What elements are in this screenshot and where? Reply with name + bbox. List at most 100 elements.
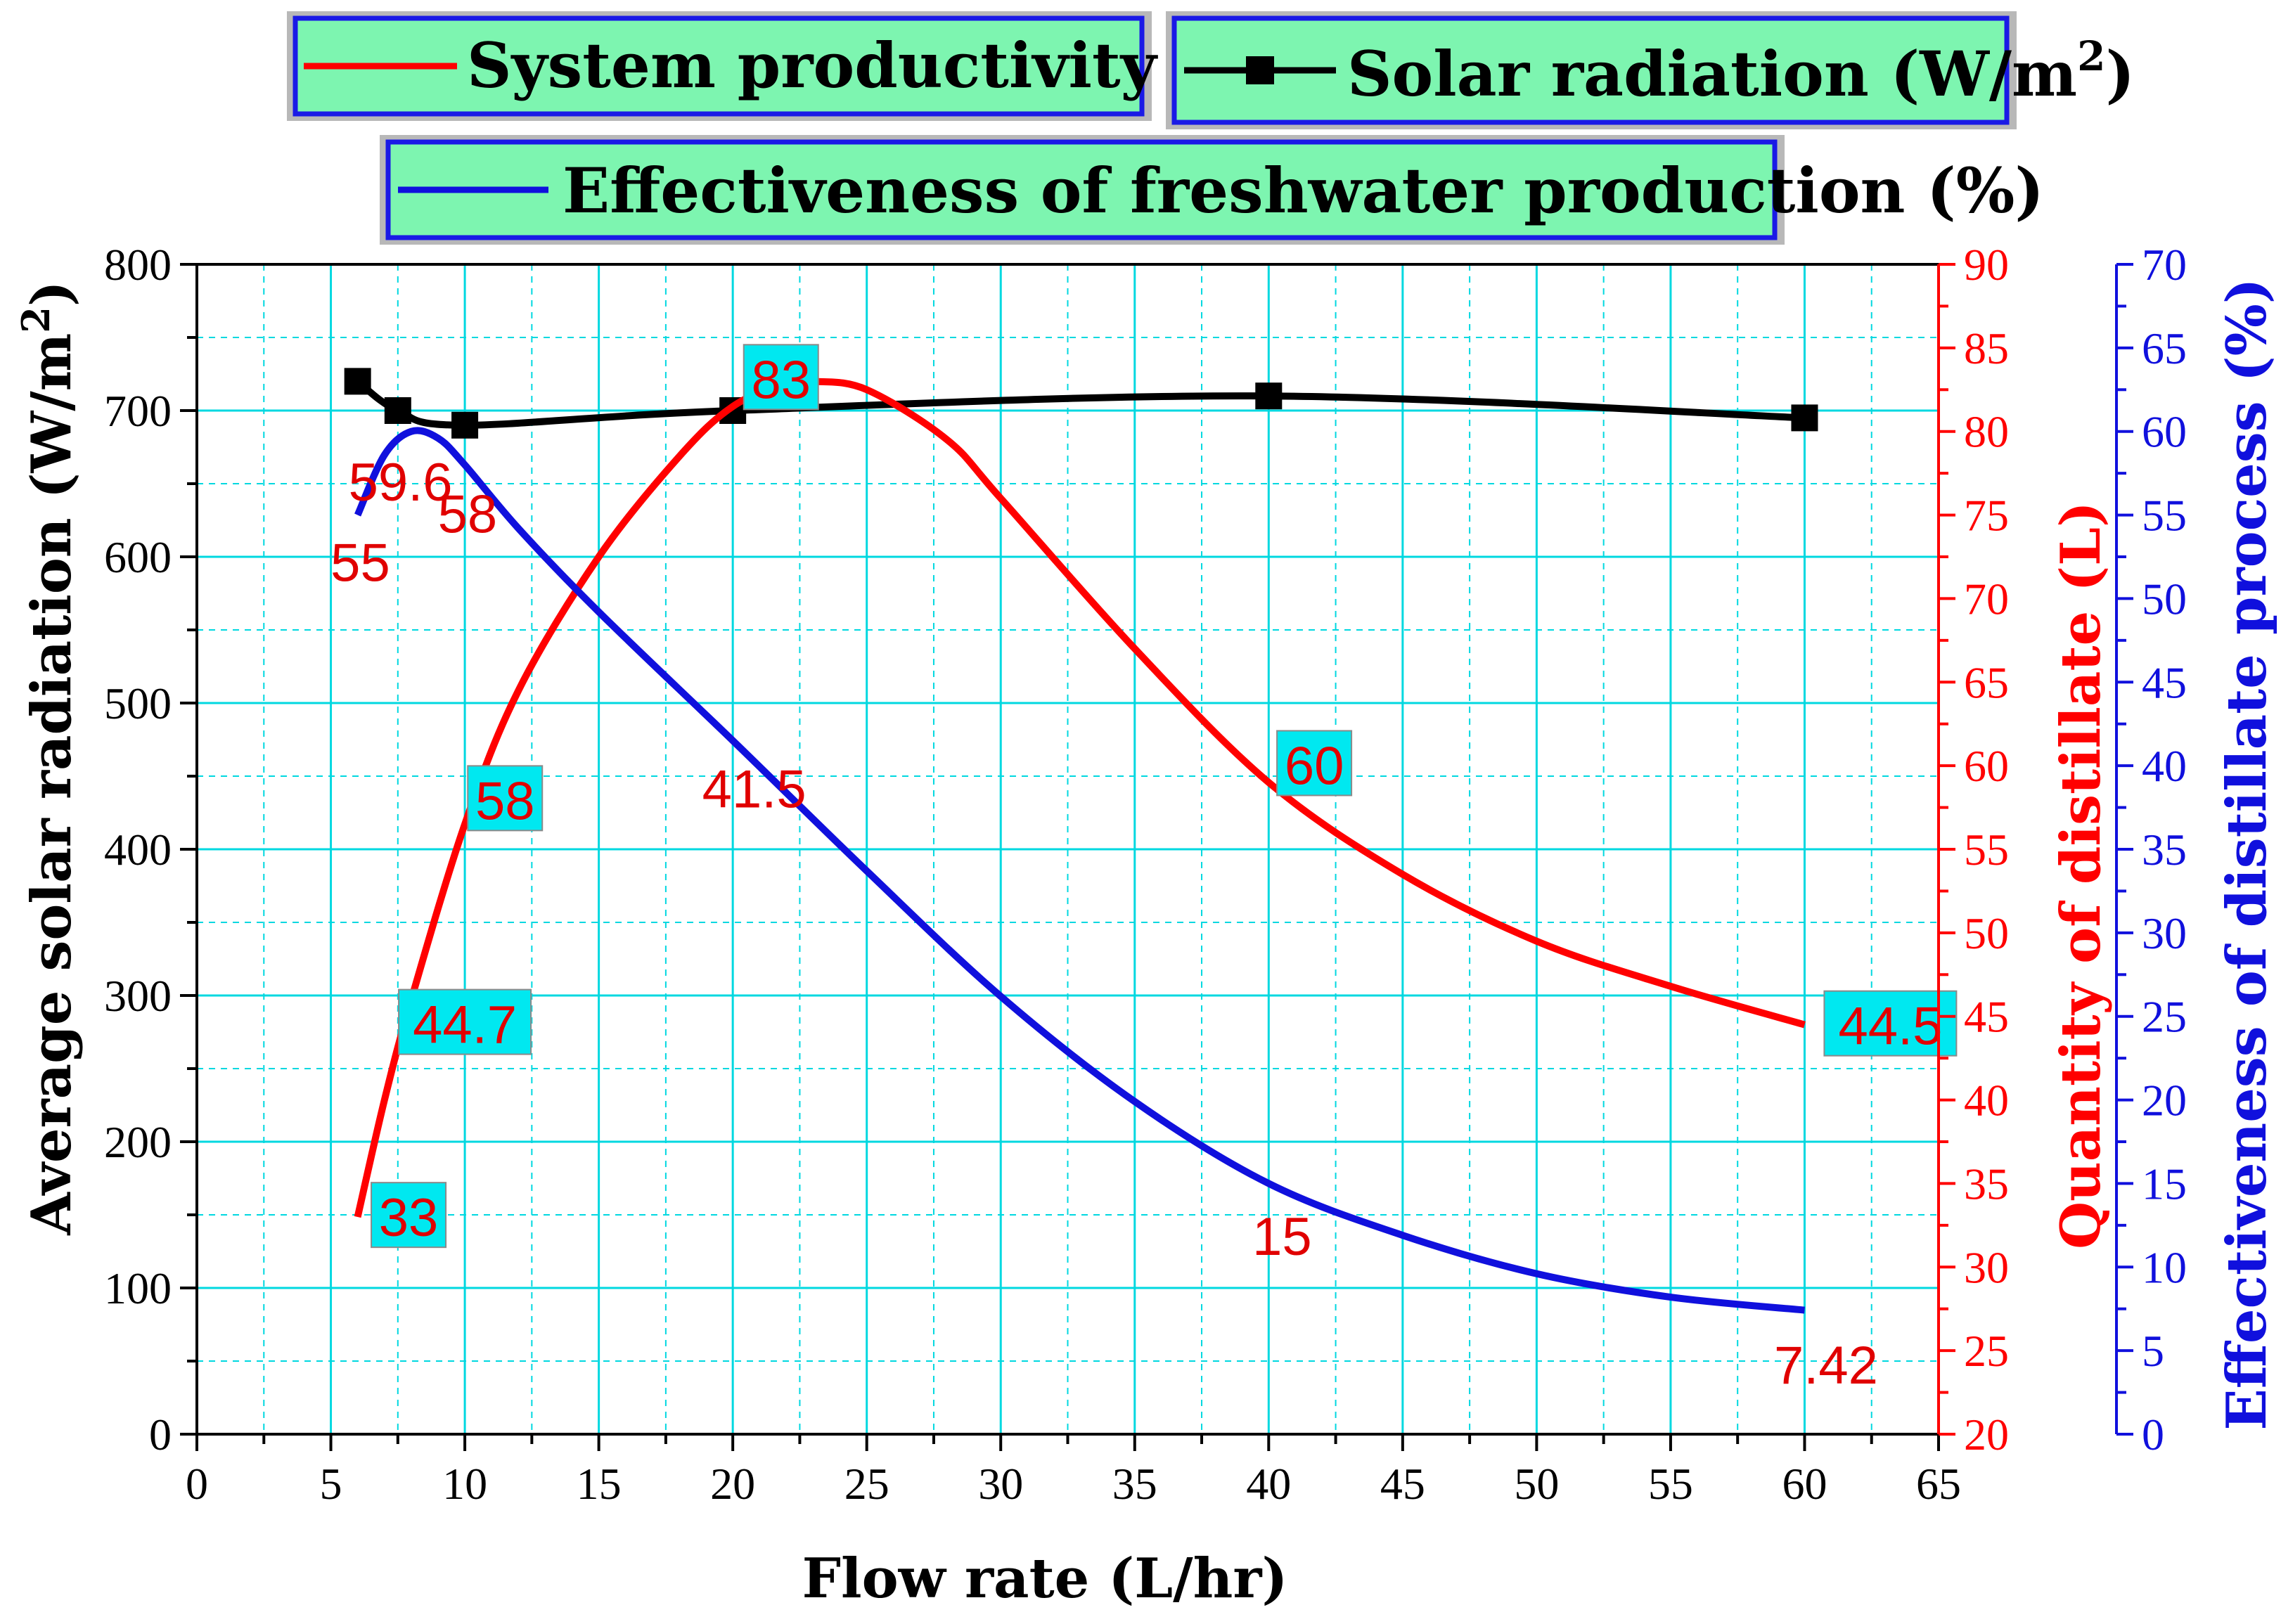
y-right1-tick-label: 30 bbox=[1964, 1242, 2009, 1292]
y-left-tick-label: 700 bbox=[104, 386, 172, 436]
y-left-tick-label: 200 bbox=[104, 1117, 172, 1167]
data-point-radiation bbox=[1791, 404, 1818, 432]
data-point-radiation bbox=[1255, 382, 1283, 410]
x-tick-label: 65 bbox=[1916, 1459, 1961, 1509]
y-right2-tick-label: 35 bbox=[2142, 825, 2187, 875]
y-right1-tick-label: 85 bbox=[1964, 323, 2009, 373]
legend: System productivity (L) Solar radiation … bbox=[287, 11, 2135, 245]
legend-label-radiation: Solar radiation (W/m2) bbox=[1347, 32, 2135, 110]
legend-item-productivity: System productivity (L) bbox=[287, 11, 1280, 121]
legend-item-radiation: Solar radiation (W/m2) bbox=[1166, 11, 2135, 129]
x-tick-label: 30 bbox=[978, 1459, 1023, 1509]
y-right2-tick-label: 20 bbox=[2142, 1076, 2187, 1126]
y-right2-tick-label: 65 bbox=[2142, 323, 2187, 373]
y-left-tick-label: 100 bbox=[104, 1263, 172, 1313]
legend-label-radiation-main: Solar radiation (W/m bbox=[1347, 37, 2077, 110]
x-axis-title: Flow rate (L/hr) bbox=[802, 1547, 1288, 1611]
y-right2-tick-label: 25 bbox=[2142, 992, 2187, 1042]
x-tick-label: 0 bbox=[186, 1459, 208, 1509]
y-right1-tick-label: 25 bbox=[1964, 1326, 2009, 1376]
x-tick-label: 10 bbox=[442, 1459, 487, 1509]
y-right2-tick-label: 50 bbox=[2142, 574, 2187, 624]
y-right1-axis-title: Quantity of distillate (L) bbox=[2049, 501, 2113, 1249]
y-right1-tick-label: 20 bbox=[1964, 1410, 2009, 1459]
x-tick-label: 60 bbox=[1782, 1459, 1827, 1509]
annotation-label: 15 bbox=[1252, 1207, 1312, 1267]
y-right2-tick-label: 0 bbox=[2142, 1410, 2164, 1459]
x-tick-label: 50 bbox=[1514, 1459, 1559, 1509]
annotation-box bbox=[371, 1182, 447, 1249]
y-right2-tick-label: 60 bbox=[2142, 407, 2187, 457]
annotation-label: 60 bbox=[1285, 736, 1344, 796]
legend-label-productivity: System productivity (L) bbox=[467, 29, 1280, 102]
y-right2-tick-label: 10 bbox=[2142, 1242, 2187, 1292]
legend-label-radiation-suffix: ) bbox=[2106, 37, 2135, 110]
y-right1-tick-label: 65 bbox=[1964, 657, 2009, 707]
x-tick-label: 45 bbox=[1380, 1459, 1425, 1509]
x-tick-label: 55 bbox=[1648, 1459, 1693, 1509]
y-right2-tick-label: 15 bbox=[2142, 1159, 2187, 1209]
y-left-axis-title-main: Average solar radiation (W/m bbox=[20, 333, 84, 1236]
legend-box bbox=[385, 139, 1778, 240]
series-line-effectiveness bbox=[354, 427, 1805, 1314]
data-point-radiation bbox=[451, 411, 479, 439]
annotation-label: 33 bbox=[379, 1188, 439, 1248]
x-tick-label: 35 bbox=[1112, 1459, 1157, 1509]
y-left-tick-label: 400 bbox=[104, 825, 172, 875]
annotation-label: 59.6 bbox=[349, 453, 453, 513]
y-right1-tick-label: 90 bbox=[1964, 240, 2009, 290]
legend-square-marker-icon bbox=[1246, 56, 1274, 84]
legend-label-radiation-sup: 2 bbox=[2077, 32, 2105, 80]
y-left-axis-title-suffix: ) bbox=[20, 281, 84, 307]
y-right1-tick-label: 35 bbox=[1964, 1159, 2009, 1209]
x-tick-label: 5 bbox=[320, 1459, 342, 1509]
y-left-tick-label: 800 bbox=[104, 240, 172, 290]
y-left-tick-label: 600 bbox=[104, 532, 172, 582]
y-right2-axis-title: Effectiveness of distillate process (%) bbox=[2215, 278, 2279, 1430]
y-right2-tick-label: 5 bbox=[2142, 1326, 2164, 1376]
y-right2-tick-label: 45 bbox=[2142, 657, 2187, 707]
legend-label-effectiveness: Effectiveness of freshwater production (… bbox=[563, 154, 2044, 227]
annotation-label: 44.7 bbox=[413, 995, 517, 1055]
y-right1-tick-label: 55 bbox=[1964, 825, 2009, 875]
y-left-axis-title: Average solar radiation (W/m2) bbox=[13, 281, 84, 1236]
series-line-productivity bbox=[354, 376, 1806, 1218]
x-tick-label: 25 bbox=[844, 1459, 889, 1509]
annotation-label: 58 bbox=[475, 771, 535, 831]
y-right2-tick-label: 30 bbox=[2142, 908, 2187, 958]
curves bbox=[344, 368, 1818, 1314]
y-right1-tick-label: 60 bbox=[1964, 741, 2009, 791]
y-right2-tick-label: 55 bbox=[2142, 491, 2187, 541]
x-tick-label: 40 bbox=[1246, 1459, 1291, 1509]
y-right1-tick-label: 45 bbox=[1964, 992, 2009, 1042]
annotation-box bbox=[743, 344, 819, 411]
annotation-label: 55 bbox=[330, 533, 390, 593]
annotation-box bbox=[398, 988, 532, 1055]
x-tick-label: 15 bbox=[577, 1459, 622, 1509]
data-point-radiation bbox=[384, 397, 411, 424]
annotation-label: 41.5 bbox=[702, 760, 807, 820]
y-left-tick-label: 300 bbox=[104, 971, 172, 1021]
annotation-label: 7.42 bbox=[1774, 1336, 1878, 1396]
axes: 0 5 10 15 20 25 30 35 40 45 50 55 60 6501002003004005… bbox=[104, 240, 2187, 1509]
y-right2-tick-label: 40 bbox=[2142, 741, 2187, 791]
y-right1-tick-label: 40 bbox=[1964, 1076, 2009, 1126]
y-right1-tick-label: 80 bbox=[1964, 407, 2009, 457]
y-right1-tick-label: 70 bbox=[1964, 574, 2009, 624]
annotation-box bbox=[1823, 990, 1958, 1057]
y-right2-tick-label: 70 bbox=[2142, 240, 2187, 290]
annotation-box bbox=[1276, 730, 1353, 797]
annotation-label: 83 bbox=[751, 350, 811, 410]
annotation-label: 44.5 bbox=[1838, 997, 1942, 1057]
grid bbox=[197, 264, 1939, 1434]
annotation-label: 58 bbox=[438, 485, 498, 545]
legend-item-effectiveness: Effectiveness of freshwater production (… bbox=[380, 135, 2044, 245]
y-left-tick-label: 500 bbox=[104, 678, 172, 728]
x-tick-label: 20 bbox=[710, 1459, 755, 1509]
y-left-tick-label: 0 bbox=[149, 1410, 172, 1459]
data-point-radiation bbox=[344, 368, 371, 395]
series-line-radiation bbox=[355, 378, 1805, 429]
